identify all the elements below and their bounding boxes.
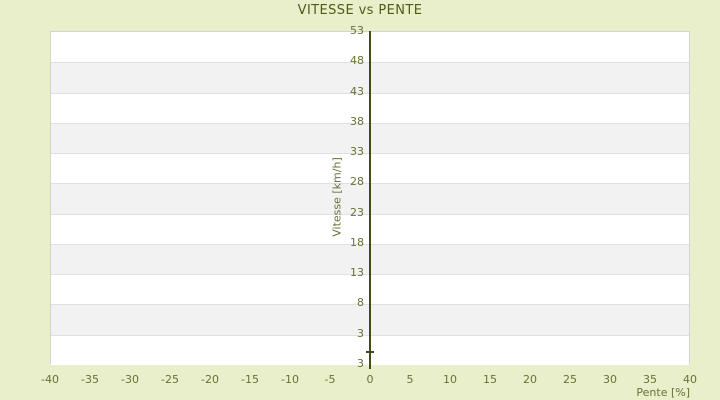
y-tick-label: 8	[357, 296, 364, 310]
y-tick-label: 13	[350, 266, 364, 280]
y-axis-line	[369, 31, 371, 369]
x-tick-label: 40	[683, 373, 697, 386]
x-tick-label: -30	[121, 373, 139, 386]
x-tick-label: 30	[603, 373, 617, 386]
x-tick-label: -10	[281, 373, 299, 386]
y-tick-label: 23	[350, 205, 364, 219]
x-tick-label: -20	[201, 373, 219, 386]
x-tick-label: 0	[366, 373, 374, 386]
x-tick-label: 10	[443, 373, 457, 386]
x-tick-label: -5	[324, 373, 336, 386]
y-tick-label: 3	[357, 357, 364, 370]
y-tick-label: 48	[350, 54, 364, 68]
x-tick-label: -15	[241, 373, 259, 386]
x-axis-title: Pente [%]	[636, 386, 690, 399]
x-tick-label: 35	[643, 373, 657, 386]
y-tick-label: 43	[350, 84, 364, 98]
x-tick-label: 5	[406, 373, 414, 386]
y-tick-label: 53	[350, 24, 364, 37]
x-tick-label: 25	[563, 373, 577, 386]
y-tick-label: 38	[350, 114, 364, 128]
y-tick-label: 3	[357, 326, 364, 340]
x-tick-label: 15	[483, 373, 497, 386]
x-tick-label: -35	[81, 373, 99, 386]
y-tick-label: 33	[350, 145, 364, 159]
y-tick-label: 28	[350, 175, 364, 189]
y-axis-title: Vitesse [km/h]	[330, 157, 344, 237]
data-point-marker	[366, 350, 374, 353]
chart-title: VITESSE vs PENTE	[297, 3, 423, 18]
x-tick-label: -25	[161, 373, 179, 386]
x-tick-label: -40	[41, 373, 59, 386]
y-tick-label: 18	[350, 235, 364, 249]
x-tick-label: 20	[523, 373, 537, 386]
